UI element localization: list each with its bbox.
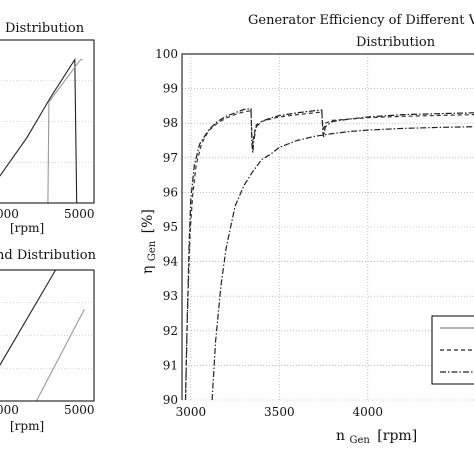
main-ytick-label: 97 [163, 151, 178, 165]
panel-b-series-line-2 [35, 309, 85, 402]
panel-a-title: Distribution [5, 21, 85, 36]
main-xlabel: n Gen [rpm] [336, 428, 417, 447]
panel-a-xtick-1: 5000 [64, 207, 95, 221]
main-ylabel: η Gen [%] [140, 209, 159, 274]
main-ylabel-sub: Gen [147, 240, 158, 261]
main-ytick-label: 98 [163, 116, 178, 130]
main-series [184, 108, 474, 401]
main-ytick-label: 99 [163, 82, 178, 96]
panel-b-xtick-1: 5000 [64, 403, 95, 417]
main-ytick-label: 96 [163, 185, 178, 199]
panel-b: nd Distribution 000 5000 [rpm] [0, 248, 97, 433]
panel-b-title: nd Distribution [0, 248, 97, 263]
panel-b-series-line-1 [0, 269, 57, 366]
main-ytick-label: 90 [163, 393, 178, 407]
panel-b-xlabel: [rpm] [10, 419, 44, 433]
main-grid [182, 53, 474, 401]
main-ylabel-unit: [%] [140, 209, 156, 233]
panel-b-xtick-0: 000 [0, 403, 19, 417]
main-xlabel-sub: Gen [349, 435, 370, 446]
main-ytick-label: 94 [163, 255, 179, 269]
main-series-line-3 [211, 126, 474, 401]
main-xtick-label: 4000 [353, 405, 384, 419]
panel-a-frame [0, 39, 95, 204]
panel-a-series-line-2 [0, 59, 83, 204]
main-ytick-label: 95 [163, 220, 178, 234]
panel-a-xlabel: [rpm] [10, 221, 44, 235]
panel-a-series-line-1 [0, 57, 78, 204]
main-xtick-label: 3000 [176, 405, 207, 419]
main-title: Generator Efficiency of Different Va [248, 13, 474, 28]
panel-b-frame [0, 269, 95, 402]
panel-main: Generator Efficiency of Different Va Dis… [140, 13, 474, 447]
main-xtick-label: 3500 [264, 405, 295, 419]
main-series-line-2 [184, 110, 474, 401]
main-ytick-label: 92 [163, 324, 178, 338]
svg-text:η Gen [%]: η Gen [%] [140, 209, 159, 274]
main-subtitle: Distribution [356, 35, 436, 50]
main-x-ticks: 3000 3500 4000 [176, 405, 384, 419]
legend-box [431, 315, 474, 385]
main-series-line-1 [184, 108, 474, 401]
main-ylabel-symbol: η [140, 266, 156, 274]
panel-a-xtick-0: 000 [0, 207, 19, 221]
main-ytick-label: 100 [155, 47, 178, 61]
main-y-ticks: 90 91 92 93 94 95 96 97 98 99 100 [155, 47, 178, 407]
panel-b-series [0, 269, 85, 402]
main-legend [431, 315, 474, 385]
panel-a: Distribution 000 5000 [rpm] [0, 21, 95, 235]
panel-b-grid [0, 302, 94, 369]
main-ytick-label: 93 [163, 289, 178, 303]
panel-a-series [0, 57, 83, 204]
main-xlabel-symbol: n [336, 428, 345, 444]
main-ytick-label: 91 [163, 358, 178, 372]
main-frame [181, 53, 474, 400]
main-xlabel-unit: [rpm] [377, 428, 417, 444]
panel-a-grid [0, 80, 94, 163]
